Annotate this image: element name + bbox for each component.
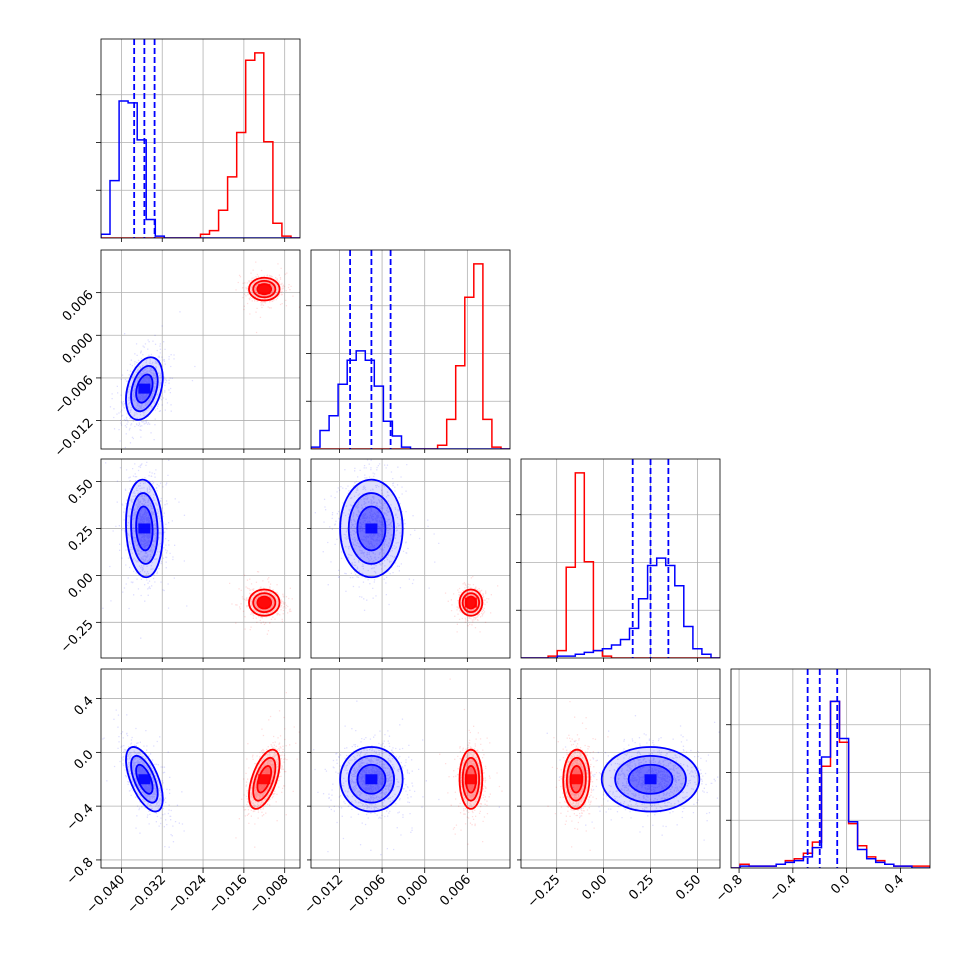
- panel-3-1: [310, 668, 511, 869]
- panel-frame: [310, 458, 511, 659]
- x-tick-label: −0.016: [206, 872, 251, 917]
- x-tick-label: −0.4: [767, 872, 800, 905]
- panel-content: [101, 669, 300, 868]
- density-peak: [464, 774, 477, 785]
- x-tick-label: −0.040: [84, 872, 129, 917]
- panel-content: [101, 250, 300, 449]
- panel-frame: [310, 668, 511, 869]
- y-tick-label: −0.006: [52, 373, 97, 418]
- panel-3-0: [100, 668, 301, 869]
- x-tick-label: −0.25: [525, 872, 564, 911]
- y-tick-label: 0.0: [71, 747, 96, 772]
- panel-1-0: [100, 249, 301, 450]
- density-peak: [644, 774, 657, 785]
- histogram-blue: [101, 100, 300, 238]
- y-tick-label: 0.25: [66, 524, 97, 555]
- density-peak: [138, 774, 151, 785]
- panel-frame: [100, 249, 301, 450]
- histogram-blue: [521, 557, 720, 658]
- panel-frame: [100, 38, 301, 239]
- x-tick-label: −0.006: [344, 872, 389, 917]
- histogram-red: [101, 52, 300, 238]
- panel-content: [521, 669, 720, 868]
- x-tick-label: 0.006: [437, 872, 474, 909]
- scatter-points: [314, 459, 440, 611]
- density-peak: [365, 774, 378, 785]
- y-tick-label: 0.4: [71, 694, 96, 719]
- panel-content: [101, 39, 300, 238]
- x-tick-label: 0.0: [828, 872, 853, 897]
- x-tick-label: −0.008: [247, 872, 292, 917]
- y-tick-label: 0.006: [60, 288, 97, 325]
- x-tick-label: −0.024: [165, 872, 210, 917]
- y-tick-label: −0.012: [52, 416, 97, 461]
- panel-frame: [520, 458, 721, 659]
- histogram-red: [521, 472, 720, 658]
- y-tick-label: −0.25: [58, 617, 97, 656]
- x-tick-label: 0.000: [395, 872, 432, 909]
- histogram-red: [311, 263, 510, 449]
- y-tick-label: −0.8: [64, 855, 97, 888]
- panel-content: [101, 459, 300, 658]
- y-tick-label: 0.50: [66, 477, 97, 508]
- density-peak: [258, 774, 271, 785]
- density-peak: [258, 597, 271, 608]
- density-peak: [258, 284, 271, 295]
- panel-content: [311, 669, 510, 868]
- panel-content: [311, 459, 510, 658]
- x-tick-label: 0.50: [673, 872, 704, 903]
- density-peak: [365, 523, 378, 534]
- y-tick-label: −0.4: [64, 801, 97, 834]
- panel-2-2: [516, 458, 721, 659]
- panel-frame: [310, 249, 511, 450]
- density-peak: [138, 523, 151, 534]
- panel-3-3: [726, 668, 931, 869]
- panel-frame: [100, 458, 301, 659]
- x-tick-label: −0.8: [713, 872, 746, 905]
- x-tick-label: 0.4: [882, 872, 907, 897]
- density-peak: [138, 383, 151, 394]
- panel-content: [311, 250, 510, 449]
- panel-frame: [520, 668, 721, 869]
- panel-frame: [100, 668, 301, 869]
- x-tick-label: 0.25: [626, 872, 657, 903]
- panel-1-1: [306, 249, 511, 450]
- panel-content: [731, 669, 930, 868]
- histogram-blue: [731, 700, 930, 868]
- y-tick-label: 0.000: [60, 330, 97, 367]
- panel-frame: [730, 668, 931, 869]
- density-peak: [464, 597, 477, 608]
- panel-2-0: [100, 458, 301, 659]
- panel-0-0: [96, 38, 301, 239]
- panel-3-2: [520, 668, 721, 869]
- density-peak: [570, 774, 583, 785]
- x-tick-label: 0.00: [579, 872, 610, 903]
- panel-content: [521, 459, 720, 658]
- x-tick-label: −0.032: [124, 872, 169, 917]
- panel-2-1: [310, 458, 511, 659]
- y-tick-label: 0.00: [66, 570, 97, 601]
- histogram-blue: [311, 350, 510, 449]
- x-tick-label: −0.012: [302, 872, 347, 917]
